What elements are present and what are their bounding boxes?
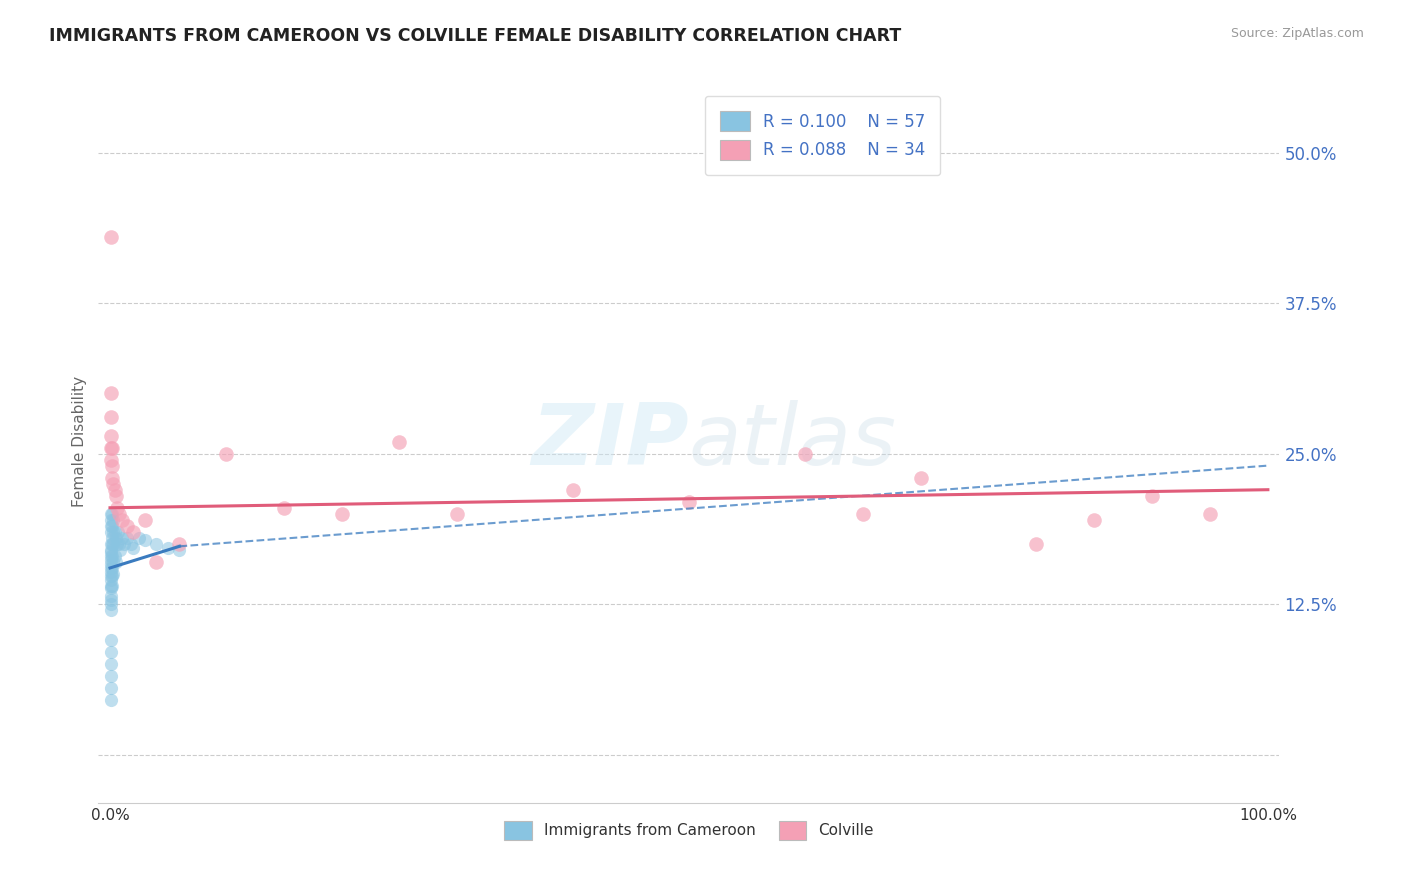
Point [156,541,179,555]
Point [100,428,122,442]
Point [101,519,124,533]
Point [101,458,124,473]
Point [793,446,815,460]
Point [100,579,122,593]
Point [100,633,122,648]
Point [134,533,156,548]
Point [122,524,145,539]
Point [1025,537,1047,551]
Point [169,537,191,551]
Point [112,537,135,551]
Point [100,597,122,611]
Point [145,537,167,551]
Point [273,500,295,515]
Point [100,519,122,533]
Point [100,230,122,244]
Point [100,410,122,425]
Text: Source: ZipAtlas.com: Source: ZipAtlas.com [1230,27,1364,40]
Point [110,531,132,545]
Point [100,573,122,587]
Point [103,513,125,527]
Point [104,531,127,545]
Point [105,537,128,551]
Point [100,582,122,596]
Point [100,558,122,572]
Point [169,542,191,557]
Point [100,513,122,527]
Point [103,567,125,582]
Point [122,541,145,555]
Point [145,555,167,569]
Point [910,471,932,485]
Legend: Immigrants from Cameroon, Colville: Immigrants from Cameroon, Colville [498,815,880,846]
Point [103,476,125,491]
Point [101,537,124,551]
Point [134,513,156,527]
Point [215,446,238,460]
Point [104,483,127,497]
Point [100,681,122,696]
Text: atlas: atlas [689,400,897,483]
Point [100,542,122,557]
Point [562,483,585,497]
Point [108,537,131,551]
Point [330,507,353,521]
Point [104,489,127,503]
Point [1083,513,1105,527]
Point [101,507,124,521]
Point [100,386,122,401]
Point [100,669,122,683]
Y-axis label: Female Disability: Female Disability [72,376,87,508]
Point [100,537,122,551]
Point [107,524,129,539]
Text: IMMIGRANTS FROM CAMEROON VS COLVILLE FEMALE DISABILITY CORRELATION CHART: IMMIGRANTS FROM CAMEROON VS COLVILLE FEM… [49,27,901,45]
Point [101,471,124,485]
Point [101,579,124,593]
Point [100,552,122,566]
Point [100,589,122,603]
Point [110,542,132,557]
Point [1199,507,1222,521]
Point [852,507,875,521]
Point [100,549,122,563]
Point [128,531,150,545]
Point [101,531,124,545]
Point [103,537,125,551]
Point [1140,489,1163,503]
Point [100,561,122,575]
Point [100,645,122,659]
Point [101,549,124,563]
Point [101,441,124,455]
Point [100,569,122,583]
Point [100,507,122,521]
Point [104,549,127,563]
Point [108,507,131,521]
Point [100,441,122,455]
Point [117,531,139,545]
Point [100,603,122,617]
Point [100,565,122,579]
Point [117,519,139,533]
Point [100,452,122,467]
Point [100,657,122,672]
Point [100,693,122,707]
Point [110,513,132,527]
Point [388,434,411,449]
Point [101,569,124,583]
Point [100,593,122,607]
Point [100,545,122,559]
Point [100,524,122,539]
Text: ZIP: ZIP [531,400,689,483]
Point [101,561,124,575]
Point [105,500,128,515]
Point [103,524,125,539]
Point [446,507,468,521]
Point [104,555,127,569]
Point [104,524,127,539]
Point [678,494,700,508]
Point [120,537,142,551]
Point [103,555,125,569]
